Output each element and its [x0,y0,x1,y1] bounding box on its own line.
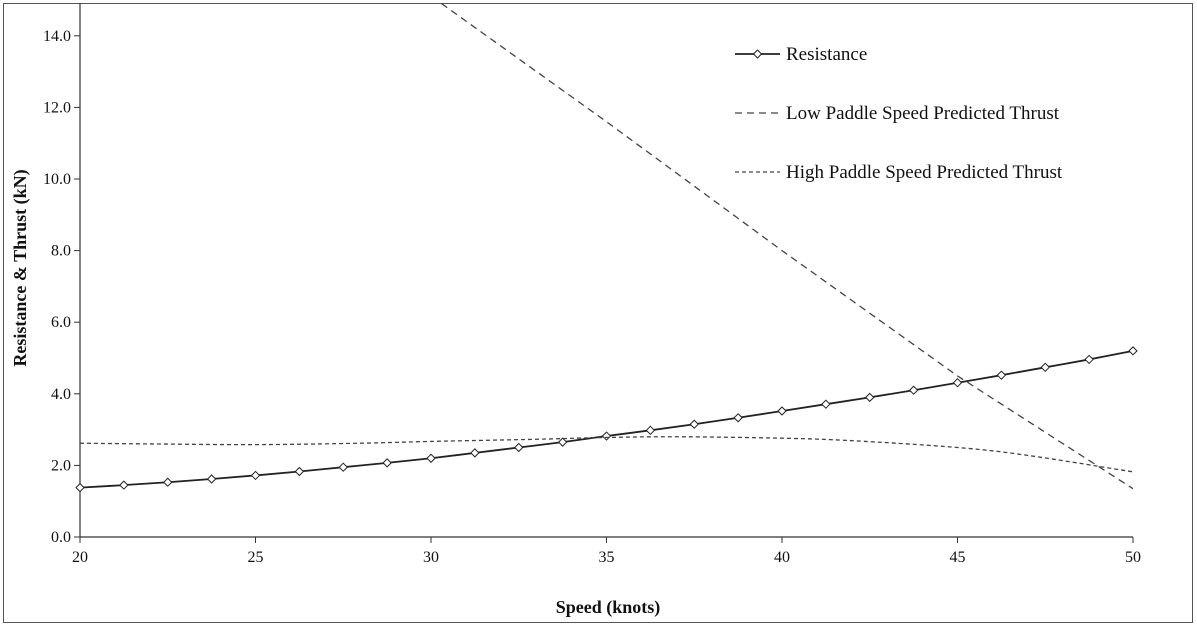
series-line-2 [79,436,1134,473]
resistance-point [689,419,699,429]
x-tick-label: 50 [1125,549,1141,566]
x-tick-label: 35 [599,549,615,566]
resistance-point [733,413,743,423]
legend-marker [752,49,763,59]
axes: 0.0 2.0 4.0 6.0 8.0 10.0 12.0 14.0 20 25 30 35 40 45 5… [43,3,1141,566]
resistance-point [557,437,568,447]
y-tick-label: 2.0 [51,457,71,474]
y-tick-label: 4.0 [51,386,71,403]
y-axis-title: Resistance & Thrust (kN) [10,169,31,366]
resistance-point [250,470,261,481]
resistance-point [996,370,1007,380]
x-tick-label: 45 [950,549,966,566]
legend-label-0: Resistance [786,44,867,65]
x-tick-label: 40 [774,549,790,566]
resistance-point [75,482,85,493]
resistance-point [470,448,480,458]
series-line-1 [441,3,1134,490]
resistance-point [908,385,919,395]
y-tick-label: 10.0 [43,171,71,188]
y-tick-label: 14.0 [43,28,71,45]
chart-frame [3,3,1193,623]
legend-label-2: High Paddle Speed Predicted Thrust [786,162,1063,183]
resistance-point [338,462,348,472]
legend-label-1: Low Paddle Speed Predicted Thrust [786,103,1060,124]
resistance-point [1040,362,1050,373]
resistance-point [119,480,129,490]
y-tick-label: 6.0 [51,314,71,331]
resistance-point [821,399,831,409]
y-tick-label: 8.0 [51,243,71,260]
resistance-point [952,377,963,388]
series-line-0 [79,349,1134,489]
resistance-point [294,466,305,477]
resistance-point [1084,354,1094,365]
x-tick-label: 25 [248,549,264,566]
resistance-point [865,392,875,403]
x-tick-label: 30 [423,549,439,566]
legend: Resistance Low Paddle Speed Predicted Thr… [735,44,1063,183]
resistance-point [426,453,436,463]
resistance-point [206,474,217,484]
resistance-point [163,477,173,487]
plot-area [75,3,1138,493]
resistance-point [777,406,787,416]
resistance-point [601,431,612,441]
x-axis-title: Speed (knots) [556,597,661,618]
y-tick-label: 0.0 [51,529,71,546]
resistance-point [514,442,524,453]
resistance-point [382,458,392,468]
resistance-point [1128,346,1138,356]
y-tick-label: 12.0 [43,99,71,116]
resistance-point [645,425,656,436]
x-tick-label: 20 [72,549,88,566]
